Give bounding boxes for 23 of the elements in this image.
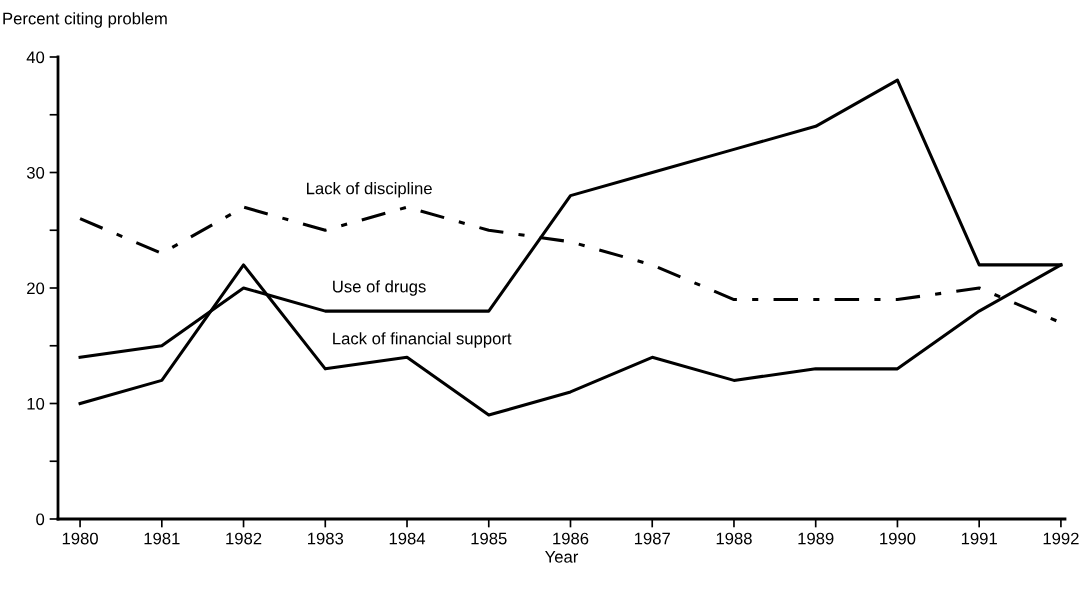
- x-tick-label: 1984: [389, 532, 426, 545]
- series-label: Lack of discipline: [307, 182, 432, 198]
- x-tick-label: 1989: [798, 532, 834, 545]
- x-axis-title: Year: [545, 551, 579, 563]
- x-tick-label: 1988: [716, 532, 752, 545]
- x-tick-label: 1980: [62, 532, 98, 545]
- x-tick-label: 1986: [553, 532, 589, 545]
- y-tick-label: 30: [26, 166, 45, 179]
- y-tick-label: 20: [27, 282, 45, 295]
- series-label: Lack of financial support: [333, 332, 512, 348]
- y-tick-label: 40: [26, 51, 45, 64]
- x-tick-label: 1987: [634, 532, 670, 545]
- series-label: Use of drugs: [333, 280, 426, 296]
- x-tick-label: 1982: [226, 532, 262, 545]
- y-axis-title: Percent citing problem: [3, 12, 167, 28]
- x-tick-label: 1983: [308, 532, 344, 545]
- x-tick-label: 1981: [144, 532, 180, 545]
- y-tick-label: 0: [36, 513, 45, 526]
- x-tick-label: 1990: [880, 532, 916, 545]
- x-tick-label: 1992: [1043, 532, 1079, 545]
- y-tick-label: 10: [27, 397, 45, 410]
- x-tick-label: 1985: [471, 532, 507, 545]
- x-tick-label: 1991: [961, 532, 997, 545]
